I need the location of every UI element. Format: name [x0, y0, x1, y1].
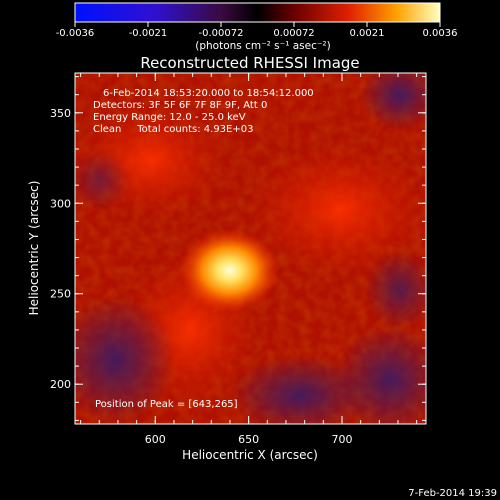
- colorbar-tick-label: 0.0036: [423, 28, 458, 39]
- colorbar-units: (photons cm⁻² s⁻¹ asec⁻²): [195, 40, 330, 52]
- time-range-label: 6-Feb-2014 18:53:20.000 to 18:54:12.000: [103, 88, 314, 99]
- x-axis-ticks: 600 650 700: [80, 73, 418, 446]
- x-axis-label: Heliocentric X (arcsec): [182, 448, 318, 462]
- clean-counts-label: Clean Total counts: 4.93E+03: [93, 124, 253, 135]
- y-axis-ticks: 200 250 300 350: [50, 76, 426, 421]
- colorbar-ticks: -0.0036 -0.0021 -0.00072 0.00072 0.0021 0.003…: [56, 22, 458, 39]
- colorbar-tick-label: -0.00072: [199, 28, 244, 39]
- plot-title: Reconstructed RHESSI Image: [140, 54, 359, 72]
- y-axis-label: Heliocentric Y (arcsec): [27, 181, 41, 316]
- plot-frame: [74, 72, 427, 425]
- colorbar: [74, 2, 441, 23]
- y-tick-label: 300: [50, 197, 71, 210]
- colorbar-tick-label: -0.0021: [129, 28, 168, 39]
- y-tick-label: 200: [50, 378, 71, 391]
- rhessi-image: [75, 73, 426, 424]
- x-tick-label: 700: [331, 433, 352, 446]
- energy-range-label: Energy Range: 12.0 - 25.0 keV: [93, 112, 246, 123]
- peak-source: [179, 228, 280, 313]
- colorbar-tick-label: -0.0036: [56, 28, 95, 39]
- y-tick-label: 250: [50, 288, 71, 301]
- footer-timestamp: 7-Feb-2014 19:39: [408, 488, 497, 499]
- x-tick-label: 650: [238, 433, 259, 446]
- y-tick-label: 350: [50, 107, 71, 120]
- x-tick-label: 600: [145, 433, 166, 446]
- colorbar-tick-label: 0.00072: [273, 28, 314, 39]
- peak-position-label: Position of Peak = [643,265]: [95, 399, 238, 410]
- detectors-label: Detectors: 3F 5F 6F 7F 8F 9F, Att 0: [93, 100, 267, 111]
- colorbar-tick-label: 0.0021: [350, 28, 385, 39]
